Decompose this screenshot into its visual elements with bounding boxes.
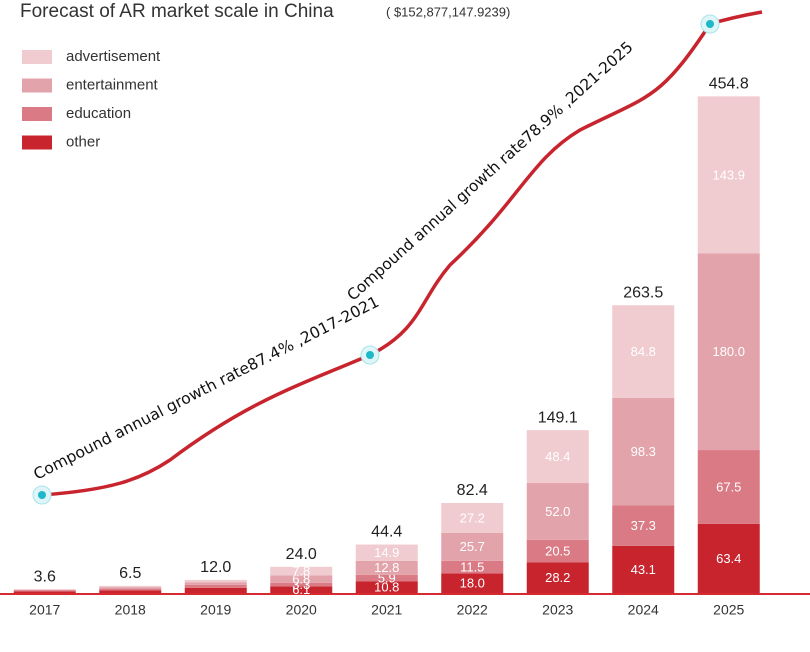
bar-segment (99, 588, 162, 591)
legend-swatch (22, 135, 52, 150)
bar-segment (697, 253, 760, 451)
segment-label: 11.5 (460, 560, 484, 575)
bar-segment (612, 305, 675, 398)
legend-label: entertainment (66, 76, 159, 93)
bar-segment (13, 589, 76, 590)
total-label: 12.0 (200, 559, 231, 576)
bar-segment (184, 579, 247, 583)
legend-swatch (22, 50, 52, 64)
bar-segment (612, 545, 675, 593)
dot (706, 20, 714, 28)
segment-label: 43.1 (631, 562, 656, 577)
bar-segment (13, 591, 76, 593)
x-tick-label: 2022 (457, 602, 488, 618)
bar-segment (13, 590, 76, 592)
annotation: Compound annual growth rate87.4% ,2017-2… (31, 293, 382, 484)
bar-segment (99, 590, 162, 593)
bar-segment (270, 575, 333, 583)
bar-segment (612, 505, 675, 546)
total-label: 44.4 (371, 524, 402, 541)
segment-label: 7.8 (292, 563, 310, 578)
segment-label: 52.0 (545, 504, 570, 519)
x-tick-label: 2018 (115, 602, 146, 618)
curve-dots (32, 14, 720, 505)
bar-segment (184, 584, 247, 588)
x-tick-label: 2020 (286, 602, 317, 618)
dot (366, 351, 374, 359)
bar-segment (184, 587, 247, 593)
x-tick-label: 2024 (628, 602, 659, 618)
segment-label: 28.2 (545, 570, 570, 585)
bar-segment (441, 503, 504, 533)
bar-segment (441, 532, 504, 561)
bar-segment (526, 539, 589, 563)
legend-label: advertisement (66, 48, 161, 65)
segment-label: 48.4 (545, 449, 570, 464)
bar-segment (270, 586, 333, 593)
total-label: 6.5 (119, 565, 141, 582)
segment-label: 98.3 (631, 444, 656, 459)
bar-segment (612, 397, 675, 506)
x-tick-label: 2023 (542, 602, 573, 618)
x-tick-label: 2017 (29, 602, 60, 618)
bar-segment (355, 544, 418, 561)
growth-curve (41, 10, 763, 497)
segment-label: 84.8 (631, 344, 656, 359)
bar-segment (697, 523, 760, 593)
segment-label: 14.9 (374, 545, 399, 560)
bar-segment (99, 587, 162, 589)
bar-segment (526, 562, 589, 593)
bar-segment (526, 430, 589, 484)
legend-label: other (66, 133, 100, 150)
bar-segment (441, 573, 504, 593)
bar-segment (355, 560, 418, 575)
segment-label: 25.7 (460, 539, 485, 554)
bar-segment (526, 483, 589, 540)
total-label: 454.8 (709, 76, 749, 93)
bar-segment (99, 585, 162, 588)
x-tick-label: 2021 (371, 602, 402, 618)
total-label: 24.0 (286, 546, 317, 563)
total-label: 3.6 (34, 568, 56, 585)
annotation: Compound annual growth rate78.9% ,2021-2… (344, 38, 637, 304)
bar-segment (697, 96, 760, 254)
bar-segment (441, 560, 504, 574)
segment-label: 10.8 (374, 580, 399, 595)
segment-label: 67.5 (716, 479, 741, 494)
x-tick-label: 2019 (200, 602, 231, 618)
bar-segment (184, 582, 247, 585)
bar-segment (697, 450, 760, 524)
bar-segment (13, 589, 76, 591)
segment-label: 20.5 (545, 543, 570, 558)
chart-title: Forecast of AR market scale in China (20, 1, 334, 22)
legend-label: education (66, 105, 131, 122)
bar-segment (355, 574, 418, 582)
legend-swatch (22, 78, 52, 93)
legend-swatch (22, 107, 52, 121)
segment-label: 12.8 (374, 560, 399, 575)
total-label: 263.5 (623, 284, 663, 301)
bar-segment (270, 566, 333, 576)
segment-label: 143.9 (712, 167, 745, 182)
total-label: 149.1 (538, 409, 578, 426)
chart-subtitle: ( $152,877,147.9239) (386, 4, 510, 19)
dot (38, 491, 46, 499)
bar-segment (270, 582, 333, 587)
total-label: 82.4 (457, 482, 488, 499)
segment-label: 180.0 (712, 344, 745, 359)
segment-label: 18.0 (460, 576, 485, 591)
x-tick-label: 2025 (713, 602, 744, 618)
segment-label: 27.2 (460, 510, 485, 525)
segment-label: 37.3 (631, 518, 656, 533)
bar-segment (355, 581, 418, 593)
segment-label: 63.4 (716, 551, 741, 566)
